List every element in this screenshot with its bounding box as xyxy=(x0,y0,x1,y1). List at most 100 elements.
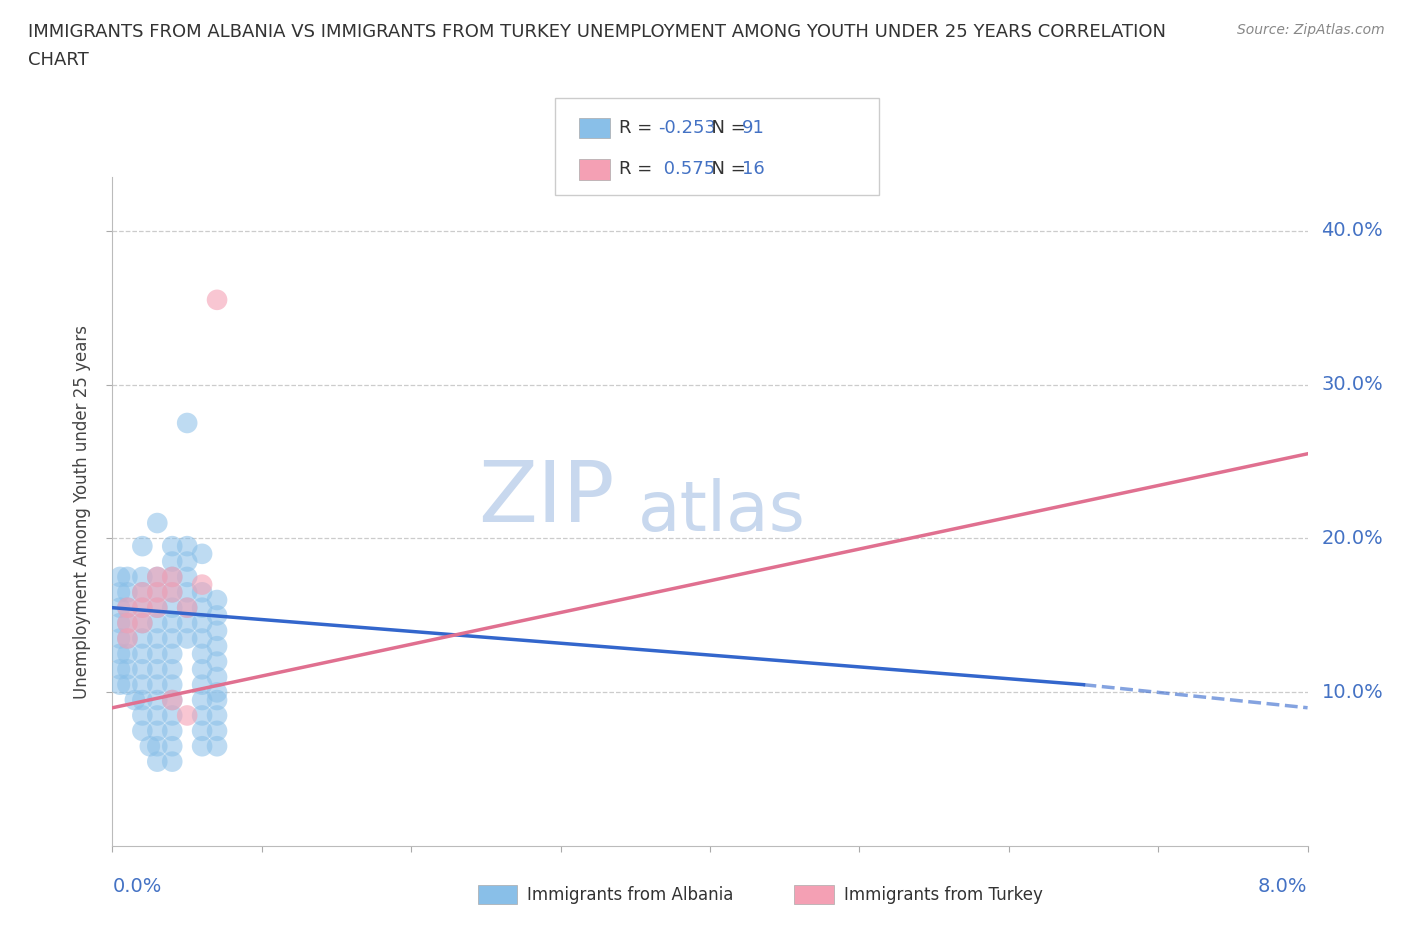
Point xyxy=(146,662,169,677)
Text: 0.575: 0.575 xyxy=(658,161,716,179)
Point xyxy=(117,631,139,646)
Point xyxy=(191,724,214,738)
Text: 16: 16 xyxy=(742,161,765,179)
Point xyxy=(131,585,153,600)
Point xyxy=(117,600,139,615)
Point xyxy=(146,738,169,753)
Point xyxy=(139,738,162,753)
Point xyxy=(131,585,153,600)
Point xyxy=(146,569,169,584)
Point xyxy=(117,585,139,600)
Point xyxy=(146,693,169,708)
Point xyxy=(108,662,131,677)
Point xyxy=(162,677,183,692)
Point xyxy=(162,585,183,600)
Point xyxy=(108,569,131,584)
Y-axis label: Unemployment Among Youth under 25 years: Unemployment Among Youth under 25 years xyxy=(73,325,91,698)
Text: 40.0%: 40.0% xyxy=(1322,221,1384,240)
Point xyxy=(162,708,183,723)
Point xyxy=(176,569,198,584)
Point xyxy=(191,631,214,646)
Point xyxy=(191,600,214,615)
Point xyxy=(108,677,131,692)
Point xyxy=(205,292,228,307)
Text: -0.253: -0.253 xyxy=(658,119,716,137)
Point xyxy=(162,631,183,646)
Point xyxy=(131,631,153,646)
Text: CHART: CHART xyxy=(28,51,89,69)
Point xyxy=(176,616,198,631)
Point xyxy=(191,738,214,753)
Point xyxy=(146,515,169,530)
Point xyxy=(131,708,153,723)
Point xyxy=(117,569,139,584)
Point xyxy=(117,646,139,661)
Text: N =: N = xyxy=(700,119,752,137)
Point xyxy=(176,600,198,615)
Text: Immigrants from Turkey: Immigrants from Turkey xyxy=(844,885,1042,904)
Point xyxy=(146,677,169,692)
Point xyxy=(131,616,153,631)
Point xyxy=(108,616,131,631)
Point xyxy=(205,708,228,723)
Text: 91: 91 xyxy=(742,119,765,137)
Text: 30.0%: 30.0% xyxy=(1322,375,1384,394)
Point xyxy=(108,646,131,661)
Text: N =: N = xyxy=(700,161,752,179)
Point xyxy=(146,600,169,615)
Point xyxy=(146,631,169,646)
Point xyxy=(117,677,139,692)
Point xyxy=(162,569,183,584)
Point xyxy=(205,639,228,654)
Point xyxy=(162,693,183,708)
Point xyxy=(176,538,198,553)
Point xyxy=(117,600,139,615)
Point xyxy=(117,616,139,631)
Point xyxy=(146,754,169,769)
Point xyxy=(146,585,169,600)
Point xyxy=(146,708,169,723)
Point xyxy=(205,670,228,684)
Point xyxy=(176,631,198,646)
Point xyxy=(117,631,139,646)
Point xyxy=(191,585,214,600)
Point xyxy=(146,724,169,738)
Point xyxy=(146,616,169,631)
Point xyxy=(117,616,139,631)
Point xyxy=(108,585,131,600)
Text: R =: R = xyxy=(619,119,658,137)
Point xyxy=(162,600,183,615)
Point xyxy=(131,724,153,738)
Text: atlas: atlas xyxy=(638,478,806,545)
Point xyxy=(205,608,228,623)
Point xyxy=(205,693,228,708)
Text: 20.0%: 20.0% xyxy=(1322,529,1384,548)
Point xyxy=(131,677,153,692)
Point xyxy=(146,646,169,661)
Text: 0.0%: 0.0% xyxy=(112,877,162,896)
Point xyxy=(162,693,183,708)
Point xyxy=(162,724,183,738)
Point xyxy=(131,662,153,677)
Point xyxy=(162,554,183,569)
Point xyxy=(205,738,228,753)
Point xyxy=(162,585,183,600)
Point xyxy=(108,600,131,615)
Point xyxy=(162,738,183,753)
Point xyxy=(146,600,169,615)
Point xyxy=(131,616,153,631)
Point xyxy=(124,693,146,708)
Point xyxy=(131,693,153,708)
Text: 10.0%: 10.0% xyxy=(1322,683,1384,702)
Point xyxy=(191,677,214,692)
Point xyxy=(131,600,153,615)
Point xyxy=(205,684,228,699)
Point xyxy=(162,569,183,584)
Point xyxy=(131,538,153,553)
Text: 8.0%: 8.0% xyxy=(1258,877,1308,896)
Point xyxy=(131,646,153,661)
Point xyxy=(205,592,228,607)
Point xyxy=(176,416,198,431)
Point xyxy=(146,585,169,600)
Point xyxy=(176,708,198,723)
